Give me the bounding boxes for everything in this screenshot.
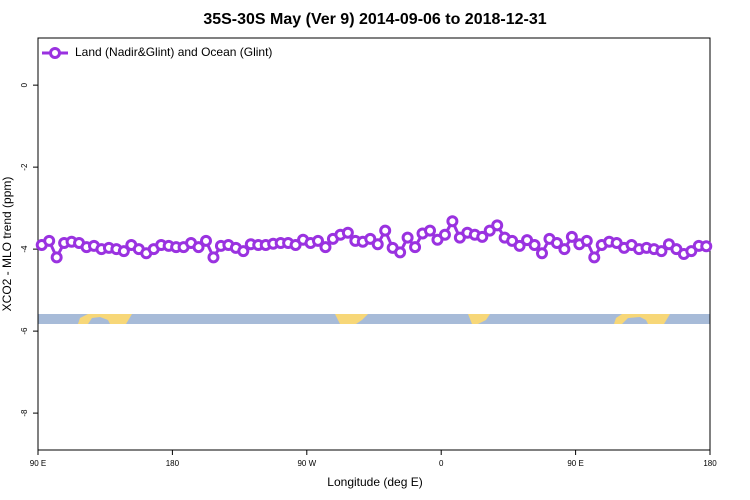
legend-label: Land (Nadir&Glint) and Ocean (Glint) [75,45,272,59]
x-tick-label: 180 [703,459,717,468]
y-tick-label: -6 [20,327,29,335]
point [550,236,563,249]
point [446,215,459,228]
water [88,317,110,324]
x-tick-label: 180 [166,459,180,468]
point [424,224,436,237]
point [364,232,377,245]
legend-marker [49,47,61,59]
point [312,234,324,247]
point [700,240,713,253]
point [319,241,332,254]
point [536,247,548,260]
point [588,251,601,264]
water-2 [622,317,648,324]
point [394,246,407,259]
chart-title: 35S-30S May (Ver 9) 2014-09-06 to 2018-1… [203,11,546,28]
y-tick-label: 0 [20,82,29,87]
point [655,245,668,258]
y-tick-label: -4 [20,245,29,253]
x-tick-label: 90 E [30,459,46,468]
point [491,219,504,232]
point [565,230,578,243]
x-tick-label: 90 W [297,459,316,468]
point [192,241,205,254]
point [43,234,56,247]
x-axis-label: Longitude (deg E) [327,475,422,489]
point [558,243,571,256]
point [401,231,414,244]
point [200,234,212,247]
land-south-america [335,314,368,324]
point [379,224,392,237]
ocean-band [38,314,710,324]
y-axis-label: XCO2 - MLO trend (ppm) [0,177,14,312]
point [483,224,496,237]
point [237,245,250,258]
point [580,234,593,247]
y-tick-label: -2 [20,163,29,171]
point [341,226,354,239]
x-tick-label: 90 E [567,459,583,468]
point [685,245,698,258]
point [409,241,422,254]
point [513,239,526,252]
y-tick-label: -8 [20,409,29,417]
land-strip [38,314,710,324]
point [371,238,384,251]
x-tick-label: 0 [439,459,444,468]
point [289,239,302,252]
point [117,245,130,258]
point [476,230,489,243]
point [50,251,63,264]
legend: Land (Nadir&Glint) and Ocean (Glint) [42,45,272,59]
land-africa [468,314,490,324]
point [438,228,451,241]
point [207,251,220,264]
point [528,239,541,252]
